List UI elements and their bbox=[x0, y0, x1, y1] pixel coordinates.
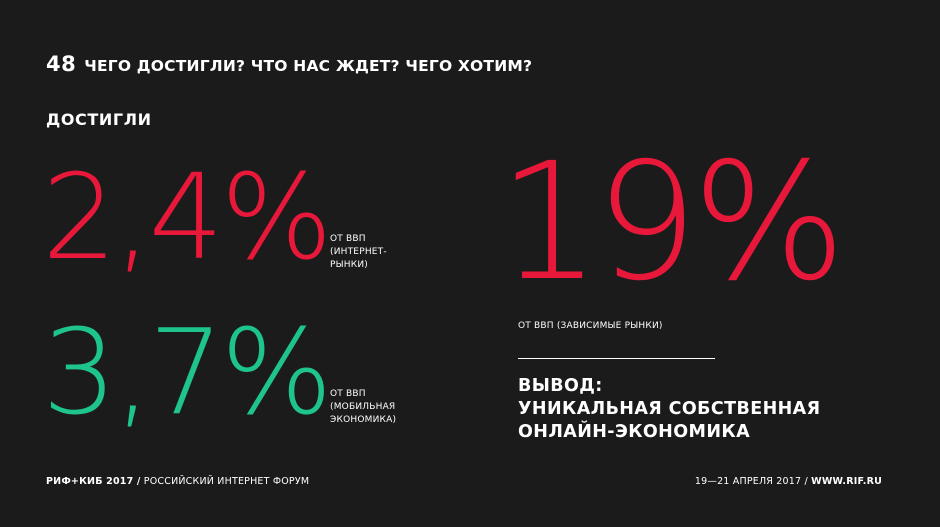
slide-number: 48 bbox=[46, 52, 77, 76]
footer-event-name: РИФ+КИБ 2017 / bbox=[46, 476, 141, 487]
conclusion-heading: ВЫВОД: bbox=[518, 376, 603, 396]
slide-header: 48 ЧЕГО ДОСТИГЛИ? ЧТО НАС ЖДЕТ? ЧЕГО ХОТ… bbox=[46, 52, 532, 76]
footer-date-text: 19—21 АПРЕЛЯ 2017 / bbox=[694, 476, 812, 487]
caption-line: (ИНТЕРНЕТ- bbox=[330, 247, 387, 257]
divider-line bbox=[518, 358, 715, 359]
stat-internet-markets-caption: ОТ ВВП (ИНТЕРНЕТ- РЫНКИ) bbox=[330, 233, 387, 272]
caption-line: ОТ ВВП bbox=[330, 234, 366, 244]
stat-dependent-markets-caption: ОТ ВВП (ЗАВИСИМЫЕ РЫНКИ) bbox=[518, 321, 663, 331]
footer-event: РИФ+КИБ 2017 / РОССИЙСКИЙ ИНТЕРНЕТ ФОРУМ bbox=[46, 476, 309, 487]
footer-website-link[interactable]: WWW.RIF.RU bbox=[811, 476, 882, 487]
stat-internet-markets-value: 2,4% bbox=[42, 148, 333, 286]
conclusion-text-line: УНИКАЛЬНАЯ СОБСТВЕННАЯ bbox=[518, 399, 821, 419]
slide-title: ЧЕГО ДОСТИГЛИ? ЧТО НАС ЖДЕТ? ЧЕГО ХОТИМ? bbox=[84, 57, 533, 75]
caption-line: РЫНКИ) bbox=[330, 260, 368, 270]
caption-line: ОТ ВВП bbox=[330, 389, 366, 399]
footer-dates: 19—21 АПРЕЛЯ 2017 / WWW.RIF.RU bbox=[695, 476, 882, 487]
footer-event-description: РОССИЙСКИЙ ИНТЕРНЕТ ФОРУМ bbox=[140, 476, 310, 487]
caption-line: (МОБИЛЬНАЯ bbox=[330, 402, 396, 412]
caption-line: ЭКОНОМИКА) bbox=[330, 415, 397, 425]
section-label: ДОСТИГЛИ bbox=[46, 110, 152, 129]
stat-mobile-economy-value: 3,7% bbox=[42, 303, 333, 441]
stat-dependent-markets-value: 19% bbox=[498, 129, 846, 317]
conclusion-block: ВЫВОД: УНИКАЛЬНАЯ СОБСТВЕННАЯ ОНЛАЙН-ЭКО… bbox=[518, 375, 821, 444]
stat-mobile-economy-caption: ОТ ВВП (МОБИЛЬНАЯ ЭКОНОМИКА) bbox=[330, 388, 396, 427]
conclusion-text-line: ОНЛАЙН-ЭКОНОМИКА bbox=[518, 422, 751, 442]
